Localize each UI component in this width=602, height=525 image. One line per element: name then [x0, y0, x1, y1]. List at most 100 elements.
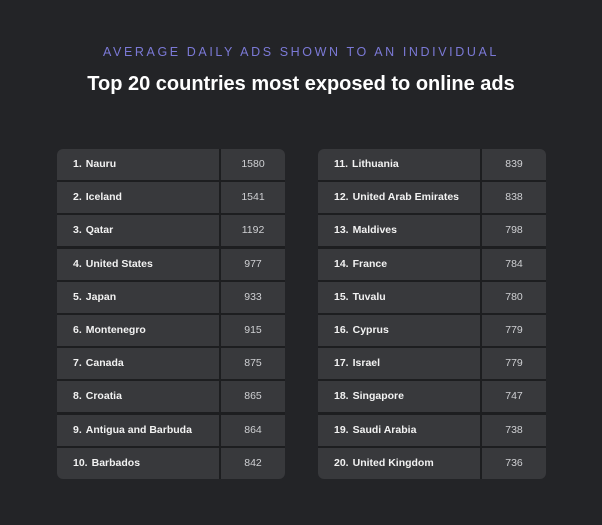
rank-label: 3.: [73, 224, 82, 237]
country-label: France: [352, 257, 388, 270]
table-row: 19. Saudi Arabia 738: [318, 414, 546, 446]
country-cell: 3. Qatar: [57, 215, 219, 247]
value-cell: 842: [221, 447, 285, 479]
rank-label: 13.: [334, 224, 349, 237]
value-cell: 784: [482, 248, 546, 280]
country-cell: 18. Singapore: [318, 381, 480, 413]
rank-label: 7.: [73, 357, 82, 370]
country-label: Nauru: [85, 158, 117, 170]
rank-label: 5.: [73, 290, 82, 303]
ranking-table-left: 1. Nauru 1580 2. Iceland 1541 3. Qatar 1192 4. Uni…: [57, 149, 285, 479]
value-cell: 1580: [221, 149, 285, 180]
value-cell: 780: [482, 281, 546, 313]
country-label: Tuvalu: [352, 290, 386, 303]
country-cell: 12. United Arab Emirates: [318, 182, 480, 214]
value-cell: 864: [221, 414, 285, 446]
rank-label: 17.: [334, 357, 349, 370]
country-label: Saudi Arabia: [352, 423, 417, 436]
value-cell: 865: [221, 381, 285, 413]
rank-label: 15.: [334, 290, 349, 303]
country-cell: 13. Maldives: [318, 215, 480, 247]
table-row: 3. Qatar 1192: [57, 215, 285, 247]
country-cell: 4. United States: [57, 248, 219, 280]
value-cell: 736: [482, 447, 546, 479]
rank-label: 20.: [334, 456, 349, 469]
value-cell: 933: [221, 281, 285, 313]
country-cell: 14. France: [318, 248, 480, 280]
table-row: 11. Lithuania 839: [318, 149, 546, 180]
country-cell: 9. Antigua and Barbuda: [57, 414, 219, 446]
table-row: 2. Iceland 1541: [57, 182, 285, 214]
rank-label: 10.: [73, 456, 88, 469]
value-cell: 838: [482, 182, 546, 214]
rank-label: 11.: [334, 158, 349, 170]
table-row: 9. Antigua and Barbuda 864: [57, 414, 285, 446]
country-cell: 8. Croatia: [57, 381, 219, 413]
value-cell: 875: [221, 348, 285, 380]
table-row: 10. Barbados 842: [57, 447, 285, 479]
value-cell: 839: [482, 149, 546, 180]
table-row: 15. Tuvalu 780: [318, 281, 546, 313]
table-row: 6. Montenegro 915: [57, 314, 285, 346]
country-cell: 17. Israel: [318, 348, 480, 380]
rank-label: 12.: [334, 191, 349, 204]
value-cell: 779: [482, 348, 546, 380]
country-label: United Kingdom: [352, 456, 434, 469]
country-label: Antigua and Barbuda: [85, 423, 192, 436]
country-label: Japan: [85, 290, 117, 303]
chart-subtitle: AVERAGE DAILY ADS SHOWN TO AN INDIVIDUAL: [103, 45, 499, 59]
rank-label: 8.: [73, 390, 82, 403]
table-row: 5. Japan 933: [57, 281, 285, 313]
country-cell: 1. Nauru: [57, 149, 219, 180]
country-label: Montenegro: [85, 323, 146, 336]
table-row: 4. United States 977: [57, 248, 285, 280]
value-cell: 915: [221, 314, 285, 346]
chart-title: Top 20 countries most exposed to online …: [87, 73, 515, 95]
country-label: Barbados: [91, 456, 141, 469]
table-row: 1. Nauru 1580: [57, 149, 285, 180]
country-cell: 20. United Kingdom: [318, 447, 480, 479]
country-cell: 7. Canada: [57, 348, 219, 380]
table-row: 12. United Arab Emirates 838: [318, 182, 546, 214]
rank-label: 4.: [73, 257, 82, 270]
country-label: Cyprus: [352, 323, 389, 336]
country-label: Singapore: [352, 390, 404, 403]
ranking-table-right: 11. Lithuania 839 12. United Arab Emirates 83…: [318, 149, 546, 479]
table-row: 8. Croatia 865: [57, 381, 285, 413]
country-label: Qatar: [85, 224, 114, 237]
rank-label: 18.: [334, 390, 349, 403]
country-cell: 16. Cyprus: [318, 314, 480, 346]
country-cell: 15. Tuvalu: [318, 281, 480, 313]
country-label: Canada: [85, 357, 124, 370]
table-row: 18. Singapore 747: [318, 381, 546, 413]
value-cell: 1192: [221, 215, 285, 247]
value-cell: 977: [221, 248, 285, 280]
country-cell: 19. Saudi Arabia: [318, 414, 480, 446]
table-row: 13. Maldives 798: [318, 215, 546, 247]
value-cell: 747: [482, 381, 546, 413]
table-row: 7. Canada 875: [57, 348, 285, 380]
country-label: Israel: [352, 357, 381, 370]
rank-label: 1.: [73, 158, 82, 170]
country-cell: 6. Montenegro: [57, 314, 219, 346]
rank-label: 19.: [334, 423, 349, 436]
country-label: Maldives: [352, 224, 397, 237]
country-cell: 2. Iceland: [57, 182, 219, 214]
country-label: United Arab Emirates: [352, 191, 459, 204]
value-cell: 779: [482, 314, 546, 346]
country-cell: 5. Japan: [57, 281, 219, 313]
table-row: 14. France 784: [318, 248, 546, 280]
rank-label: 6.: [73, 323, 82, 336]
value-cell: 798: [482, 215, 546, 247]
table-row: 17. Israel 779: [318, 348, 546, 380]
rank-label: 2.: [73, 191, 82, 204]
rank-label: 14.: [334, 257, 349, 270]
rank-label: 16.: [334, 323, 349, 336]
country-label: Iceland: [85, 191, 122, 204]
country-label: Croatia: [85, 390, 122, 403]
value-cell: 738: [482, 414, 546, 446]
table-row: 20. United Kingdom 736: [318, 447, 546, 479]
table-row: 16. Cyprus 779: [318, 314, 546, 346]
country-label: United States: [85, 257, 153, 270]
value-cell: 1541: [221, 182, 285, 214]
